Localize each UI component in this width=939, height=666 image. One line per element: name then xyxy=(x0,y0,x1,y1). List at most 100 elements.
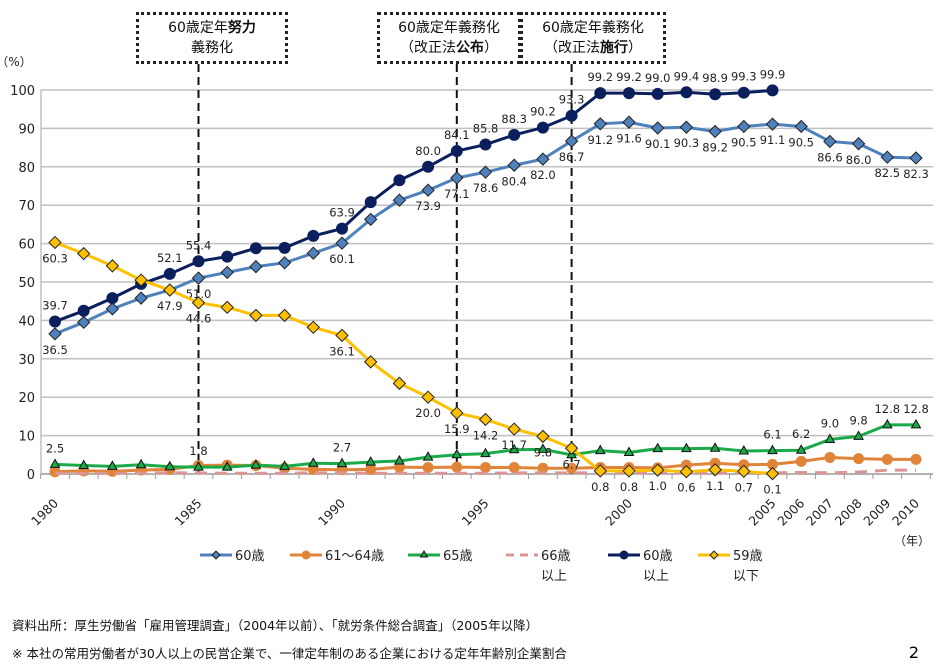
data-point xyxy=(363,212,378,227)
data-point xyxy=(681,442,692,453)
data-point xyxy=(880,150,895,164)
data-point xyxy=(364,196,377,209)
data-point xyxy=(134,291,148,305)
data-point xyxy=(765,117,780,131)
data-label: 60.1 xyxy=(329,252,355,266)
data-point xyxy=(480,447,491,458)
data-point xyxy=(623,446,635,456)
x-tick-label: 2007 xyxy=(803,496,836,529)
data-point xyxy=(507,422,521,436)
data-point xyxy=(508,461,520,473)
data-point xyxy=(679,120,694,134)
data-label: 99.9 xyxy=(760,67,786,81)
data-point xyxy=(708,124,722,139)
y-tick-label: 40 xyxy=(18,314,35,329)
data-label: 44.6 xyxy=(186,312,212,326)
data-point xyxy=(277,256,292,270)
y-tick-label: 100 xyxy=(10,84,35,99)
annotation-text: ） xyxy=(484,40,498,56)
data-point xyxy=(650,121,665,135)
legend-marker xyxy=(301,550,311,560)
data-point xyxy=(306,320,321,335)
data-point xyxy=(622,464,636,478)
data-point xyxy=(336,222,348,235)
annotation-box: 60歳定年義務化 （改正法施行） xyxy=(520,12,666,64)
data-label: 90.5 xyxy=(788,135,814,149)
data-point xyxy=(737,464,751,479)
annotation-text: ） xyxy=(628,40,642,56)
data-point xyxy=(910,418,922,429)
legend-label-line2: 以上 xyxy=(541,569,567,584)
data-point xyxy=(564,441,579,455)
data-point xyxy=(221,250,234,263)
data-point xyxy=(422,451,434,461)
data-label: 99.3 xyxy=(731,70,757,84)
data-label: 0.7 xyxy=(735,480,753,494)
data-point xyxy=(421,390,435,404)
data-point xyxy=(881,453,893,465)
data-label: 9.8 xyxy=(534,445,552,459)
data-point xyxy=(451,461,463,473)
legend-marker xyxy=(211,550,221,560)
data-point xyxy=(393,174,406,187)
data-point xyxy=(106,292,119,305)
x-tick-label: 2008 xyxy=(832,495,865,528)
footnote: ※ 本社の常用労働者が30人以上の民営企業で、一律定年制のある企業における定年年… xyxy=(12,646,567,661)
data-label: 60.3 xyxy=(42,251,68,265)
data-point xyxy=(49,315,61,328)
data-point xyxy=(48,327,62,341)
data-label: 6.7 xyxy=(562,457,580,471)
data-point xyxy=(824,433,836,443)
legend-label: 59歳 xyxy=(733,549,763,564)
data-point xyxy=(191,271,206,285)
legend-label-line2: 以上 xyxy=(643,569,669,584)
legend-label: 61〜64歳 xyxy=(325,549,384,564)
data-point xyxy=(422,160,435,173)
data-label: 90.5 xyxy=(731,135,757,149)
line-chart: 0 10 20 30 40 50 60 70 80 90 100 （%） （年） 1980 1985 1990… xyxy=(0,55,933,584)
data-point xyxy=(680,86,693,99)
data-point xyxy=(851,137,866,151)
data-point xyxy=(910,453,922,465)
y-tick-label: 30 xyxy=(18,353,35,368)
data-point xyxy=(537,443,549,453)
data-label: 80.0 xyxy=(415,144,441,158)
data-point xyxy=(537,462,549,474)
data-label: 1.1 xyxy=(706,479,724,493)
legend-label: 60歳 xyxy=(643,549,673,564)
legend-marker xyxy=(709,550,719,560)
data-point xyxy=(451,448,463,459)
data-point xyxy=(794,119,808,134)
data-point xyxy=(249,308,263,323)
annotation-text: 義務化 xyxy=(191,40,233,56)
legend-label-line2: 以下 xyxy=(733,569,759,584)
x-tick-label: 1990 xyxy=(315,495,348,528)
data-point xyxy=(508,443,520,454)
data-label: 84.1 xyxy=(444,128,470,142)
data-point xyxy=(593,117,608,131)
y-tick-label: 20 xyxy=(18,391,35,406)
data-point xyxy=(335,236,349,250)
data-point xyxy=(824,451,836,463)
data-point xyxy=(249,259,263,274)
data-label: 85.8 xyxy=(473,122,499,136)
y-tick-label: 0 xyxy=(27,468,35,483)
data-point xyxy=(163,267,176,280)
annotation-box: 60歳定年努力 義務化 xyxy=(136,12,288,64)
data-point xyxy=(192,255,205,268)
data-point xyxy=(536,121,549,134)
legend-label: 65歳 xyxy=(443,549,473,564)
data-label: 86.6 xyxy=(817,150,843,164)
data-point xyxy=(853,430,864,440)
data-point xyxy=(765,466,780,481)
annotation-text: 60歳定年 xyxy=(168,20,228,36)
annotation-text: 60歳定年義務化 xyxy=(542,20,644,36)
legend-marker xyxy=(419,550,429,558)
data-point xyxy=(767,444,778,455)
data-point xyxy=(77,304,90,317)
data-label: 91.1 xyxy=(760,133,786,147)
data-label: 0.6 xyxy=(677,481,695,495)
data-point xyxy=(766,84,779,97)
data-point xyxy=(795,455,807,467)
data-point xyxy=(336,457,348,468)
